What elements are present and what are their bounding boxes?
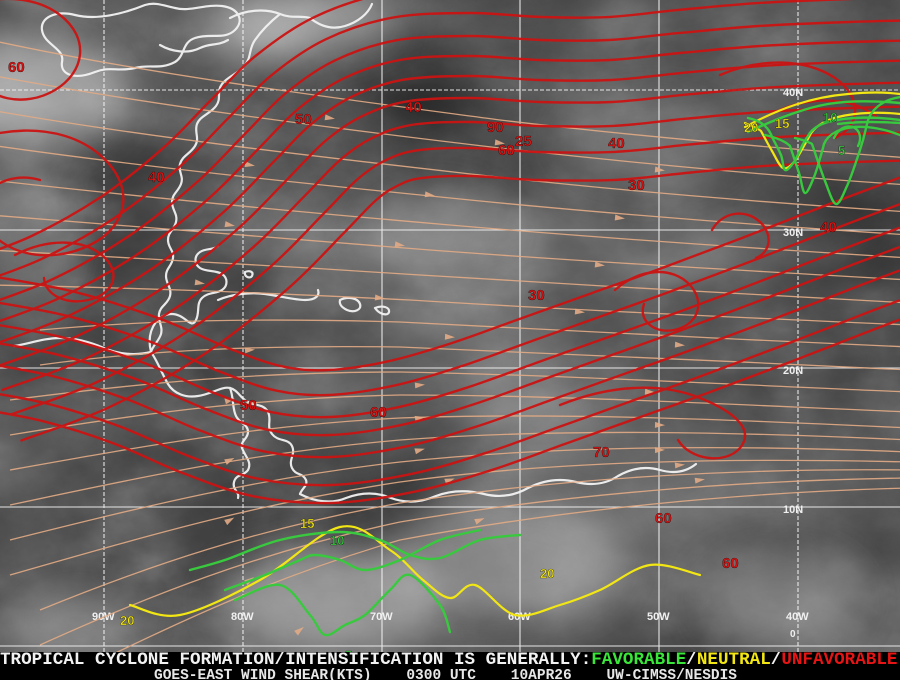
svg-text:30N: 30N <box>783 227 803 239</box>
svg-text:80W: 80W <box>231 611 254 623</box>
svg-text:30: 30 <box>628 177 645 194</box>
svg-text:0: 0 <box>790 629 796 640</box>
svg-text:50: 50 <box>295 111 312 128</box>
svg-text:60: 60 <box>8 59 25 76</box>
svg-text:30: 30 <box>528 287 545 304</box>
svg-text:10N: 10N <box>783 504 803 516</box>
svg-text:20N: 20N <box>783 365 803 377</box>
svg-text:50W: 50W <box>647 611 670 623</box>
svg-text:40: 40 <box>608 135 625 152</box>
svg-text:20: 20 <box>744 120 758 135</box>
svg-text:10: 10 <box>330 533 344 548</box>
svg-text:40W: 40W <box>786 611 809 623</box>
svg-text:40: 40 <box>148 169 165 186</box>
svg-text:10: 10 <box>823 110 837 125</box>
svg-text:60: 60 <box>722 555 739 572</box>
svg-text:90: 90 <box>487 119 504 136</box>
svg-text:60: 60 <box>370 404 387 421</box>
svg-text:40N: 40N <box>783 87 803 99</box>
svg-text:70W: 70W <box>370 611 393 623</box>
svg-text:50: 50 <box>240 397 257 414</box>
svg-text:40: 40 <box>405 99 422 116</box>
svg-text:5: 5 <box>838 143 845 158</box>
svg-text:60: 60 <box>498 142 515 159</box>
svg-text:20: 20 <box>540 566 554 581</box>
svg-text:40: 40 <box>820 219 837 236</box>
svg-text:25: 25 <box>515 133 532 150</box>
svg-text:20: 20 <box>120 613 134 628</box>
svg-text:60: 60 <box>655 510 672 527</box>
svg-text:15: 15 <box>775 116 789 131</box>
svg-text:15: 15 <box>300 516 314 531</box>
svg-text:70: 70 <box>593 444 610 461</box>
